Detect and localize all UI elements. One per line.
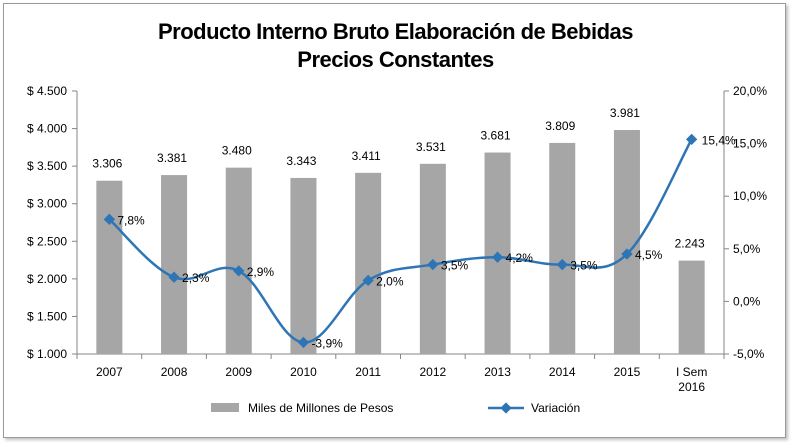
y-right-tick-label: -5,0% [733, 347, 765, 361]
bar [678, 260, 705, 354]
bar-data-label: 3.531 [416, 140, 446, 154]
y-right-tick-label: 0,0% [733, 294, 761, 308]
variation-data-label: 7,8% [117, 213, 145, 227]
y-left-tick-label: $ 1.500 [27, 309, 67, 323]
y-right-tick-label: 15,0% [733, 137, 767, 151]
variation-data-label: 2,9% [247, 265, 275, 279]
x-tick-label: I Sem [676, 365, 707, 379]
legend-bar-label: Miles de Millones de Pesos [248, 401, 393, 415]
bar [161, 175, 188, 354]
bar [419, 163, 446, 354]
bar [549, 142, 576, 354]
bar [355, 172, 382, 354]
legend-line-marker [500, 402, 512, 414]
variation-point [297, 336, 310, 349]
x-tick-label: 2013 [484, 365, 511, 379]
x-tick-label: 2009 [225, 365, 252, 379]
chart-subtitle: Precios Constantes [297, 47, 494, 72]
variation-data-label: 2,3% [182, 271, 210, 285]
variation-data-label: 15,4% [702, 133, 736, 147]
bar-data-label: 3.343 [286, 154, 316, 168]
variation-point [362, 274, 374, 287]
y-left-tick-label: $ 1.000 [27, 347, 67, 361]
y-right-tick-label: 5,0% [733, 242, 761, 256]
bar [225, 167, 252, 354]
legend-bar-swatch [211, 403, 239, 412]
x-tick-label: 2007 [96, 365, 123, 379]
y-left-tick-label: $ 2.500 [27, 234, 67, 248]
bar-data-label: 3.411 [352, 149, 381, 163]
y-left-tick-label: $ 2.000 [27, 272, 67, 286]
variation-point [556, 258, 568, 271]
bar [290, 177, 317, 354]
y-left-tick-label: $ 4.500 [27, 84, 67, 98]
x-tick-label: 2010 [290, 365, 317, 379]
bar-data-label: 3.480 [222, 144, 252, 158]
y-left-tick-label: $ 3.000 [27, 197, 67, 211]
bar-data-label: 2.243 [675, 237, 705, 251]
chart-title: Producto Interno Bruto Elaboración de Be… [158, 19, 634, 44]
variation-point [233, 265, 245, 277]
x-tick-label: 2016 [678, 380, 705, 394]
variation-data-label: 3,5% [570, 259, 598, 273]
chart-title-block: Producto Interno Bruto Elaboración de Be… [0, 18, 791, 74]
bar [96, 180, 123, 354]
variation-data-label: 4,2% [506, 251, 534, 265]
variation-point [427, 258, 439, 271]
bar-data-label: 3.681 [481, 129, 511, 143]
y-left-tick-label: $ 3.500 [27, 159, 67, 173]
x-tick-label: 2008 [161, 365, 188, 379]
bar-data-label: 3.381 [157, 151, 187, 165]
variation-data-label: -3,9% [311, 336, 343, 350]
variation-data-label: 3,5% [441, 259, 469, 273]
x-tick-label: 2012 [419, 365, 446, 379]
variation-point [491, 251, 504, 263]
bar-data-label: 3.981 [610, 106, 640, 120]
legend-line-label: Variación [531, 401, 580, 415]
x-tick-label: 2015 [614, 365, 641, 379]
variation-data-label: 2,0% [376, 274, 404, 288]
variation-point [168, 271, 180, 283]
y-right-tick-label: 10,0% [733, 189, 767, 203]
variation-line [108, 138, 693, 344]
variation-point [621, 248, 633, 260]
y-left-tick-label: $ 4.000 [27, 122, 67, 136]
bar-data-label: 3.306 [92, 157, 122, 171]
variation-point [685, 133, 698, 146]
variation-data-label: 4,5% [635, 248, 663, 262]
x-tick-label: 2014 [549, 365, 576, 379]
chart-frame [3, 3, 786, 438]
x-tick-label: 2011 [355, 365, 381, 379]
y-right-tick-label: 20,0% [733, 84, 767, 98]
bar-data-label: 3.809 [545, 119, 575, 133]
